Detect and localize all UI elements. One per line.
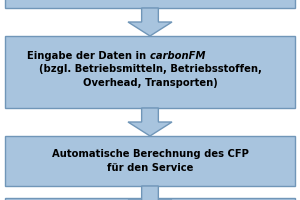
Polygon shape: [128, 108, 172, 136]
FancyBboxPatch shape: [5, 198, 295, 200]
FancyBboxPatch shape: [5, 136, 295, 186]
Polygon shape: [128, 186, 172, 200]
Text: für den Service: für den Service: [107, 163, 193, 173]
Text: Eingabe der Daten in ​: Eingabe der Daten in ​: [27, 51, 150, 61]
Text: Overhead, Transporten): Overhead, Transporten): [82, 78, 218, 88]
Text: ​carbonFM: ​carbonFM: [150, 51, 206, 61]
FancyBboxPatch shape: [5, 0, 295, 8]
Polygon shape: [128, 8, 172, 36]
FancyBboxPatch shape: [5, 36, 295, 108]
Text: (bzgl. Betriebsmitteln, Betriebsstoffen,: (bzgl. Betriebsmitteln, Betriebsstoffen,: [39, 64, 261, 74]
Text: Automatische Berechnung des CFP: Automatische Berechnung des CFP: [52, 149, 248, 159]
